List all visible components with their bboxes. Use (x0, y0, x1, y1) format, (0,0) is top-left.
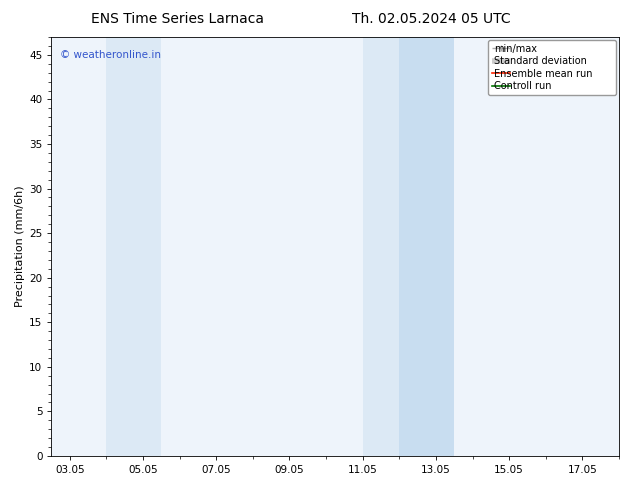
Text: ENS Time Series Larnaca: ENS Time Series Larnaca (91, 12, 264, 26)
Bar (399, 37, 454, 456)
Text: © weatheronline.in: © weatheronline.in (60, 49, 161, 60)
Text: Th. 02.05.2024 05 UTC: Th. 02.05.2024 05 UTC (352, 12, 510, 26)
Y-axis label: Precipitation (mm/6h): Precipitation (mm/6h) (15, 186, 25, 307)
Bar (363, 37, 399, 456)
Legend: min/max, Standard deviation, Ensemble mean run, Controll run: min/max, Standard deviation, Ensemble me… (488, 40, 616, 95)
Bar (107, 37, 161, 456)
